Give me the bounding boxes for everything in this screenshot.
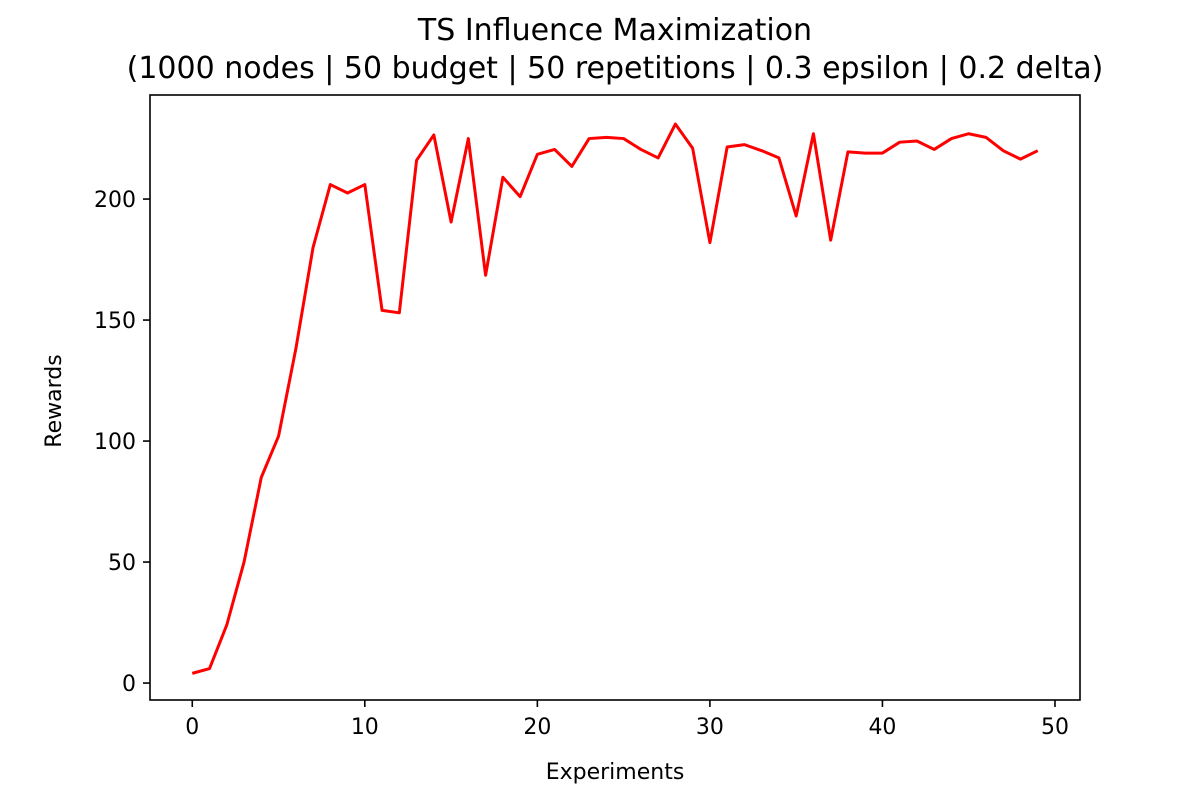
y-tick-label: 200: [94, 188, 136, 213]
y-axis-label: Rewards: [42, 354, 67, 447]
y-tick-label: 50: [108, 551, 136, 576]
chart-title: TS Influence Maximization: [417, 13, 812, 48]
y-tick-label: 0: [122, 672, 136, 697]
x-tick-label: 30: [696, 715, 724, 740]
plot-frame: [149, 94, 1081, 701]
x-tick-label: 50: [1041, 715, 1069, 740]
x-tick-label: 20: [523, 715, 551, 740]
y-tick-label: 150: [94, 309, 136, 334]
x-tick-label: 10: [351, 715, 379, 740]
axis-ticks: 0 10 20 30 40 50 0 50 100 150 200: [94, 188, 1069, 740]
series-layer: [191, 122, 1039, 675]
y-tick-label: 100: [94, 430, 136, 455]
x-tick-label: 0: [185, 715, 199, 740]
x-tick-label: 40: [868, 715, 896, 740]
series-line: [191, 122, 1039, 675]
x-axis-label: Experiments: [546, 760, 685, 785]
chart-subtitle: (1000 nodes | 50 budget | 50 repetitions…: [127, 51, 1104, 86]
